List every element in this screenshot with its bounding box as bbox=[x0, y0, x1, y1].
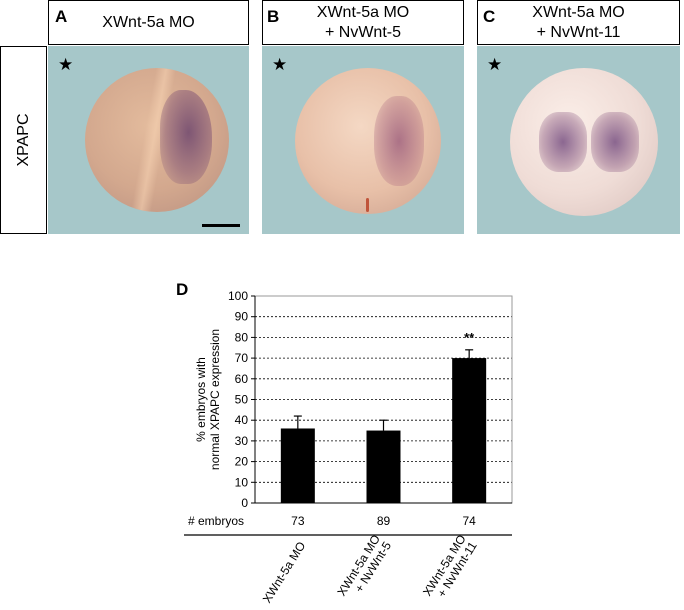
y-tick-label: 100 bbox=[228, 289, 248, 303]
embryo-c-stain-left bbox=[539, 112, 587, 172]
x-category-label-line: XWnt-5a MO bbox=[260, 539, 309, 605]
embryo-count: 74 bbox=[462, 514, 476, 528]
y-tick-labels: 0 10 20 30 40 50 60 70 80 90 100 bbox=[228, 289, 255, 510]
x-category-label: XWnt-5a MO+ NvWnt-5 bbox=[334, 532, 394, 598]
bars bbox=[280, 358, 487, 503]
y-tick-label: 10 bbox=[235, 475, 249, 489]
x-category-label: XWnt-5a MO+ NvWnt-11 bbox=[420, 532, 480, 600]
star-icon: ★ bbox=[58, 55, 74, 74]
y-tick-label: 70 bbox=[235, 351, 249, 365]
x-category-labels: XWnt-5a MO XWnt-5a MO+ NvWnt-5 XWnt-5a MO+… bbox=[260, 532, 480, 605]
panel-a-letter: A bbox=[55, 7, 68, 26]
panel-c-header: XWnt-5a MO + NvWnt-11 bbox=[477, 0, 680, 45]
panel-b-letter: B bbox=[267, 7, 280, 26]
embryo-count: 89 bbox=[377, 514, 391, 528]
panel-c-subtitle: + NvWnt-11 bbox=[536, 23, 621, 41]
panel-b-header: XWnt-5a MO + NvWnt-5 bbox=[262, 0, 464, 45]
panel-c-letter: C bbox=[483, 7, 496, 26]
y-tick-label: 0 bbox=[241, 496, 248, 510]
embryo-count: 73 bbox=[291, 514, 305, 528]
bar bbox=[280, 428, 315, 503]
embryo-count-label: # embryos bbox=[188, 514, 244, 528]
star-icon: ★ bbox=[272, 55, 288, 74]
y-tick-label: 40 bbox=[235, 413, 249, 427]
panel-b-subtitle: + NvWnt-5 bbox=[324, 23, 401, 41]
embryo-photo-c: ★ bbox=[477, 46, 680, 234]
bar bbox=[366, 430, 401, 503]
embryo-b-stain bbox=[374, 96, 424, 186]
panel-a-title: XWnt-5a MO bbox=[102, 13, 195, 31]
embryo-counts: 73 89 74 bbox=[291, 514, 476, 528]
panel-a-header: XWnt-5a MO bbox=[48, 0, 249, 45]
embryo-c-stain-right bbox=[591, 112, 639, 172]
y-tick-label: 30 bbox=[235, 434, 249, 448]
scale-bar bbox=[202, 224, 240, 227]
row-label-box: XPAPC bbox=[0, 46, 47, 234]
bar bbox=[452, 358, 487, 503]
y-tick-label: 80 bbox=[235, 330, 249, 344]
panel-d-letter: D bbox=[176, 280, 189, 299]
embryo-photo-b: ★ bbox=[262, 46, 464, 234]
y-tick-label: 90 bbox=[235, 310, 249, 324]
star-icon: ★ bbox=[487, 55, 503, 74]
embryo-a-stain bbox=[160, 90, 212, 184]
y-axis-label-line2: normal XPAPC expression bbox=[208, 329, 222, 470]
embryo-photo-a: ★ bbox=[48, 46, 249, 234]
y-tick-label: 60 bbox=[235, 372, 249, 386]
panel-c-title: XWnt-5a MO bbox=[532, 3, 625, 21]
panel-b-title: XWnt-5a MO bbox=[316, 3, 410, 21]
significance-annotation: ** bbox=[464, 330, 475, 345]
y-tick-label: 50 bbox=[235, 393, 249, 407]
y-axis-label-line1: % embryos with bbox=[194, 357, 208, 442]
y-tick-label: 20 bbox=[235, 455, 249, 469]
embryo-b-blastopore bbox=[366, 198, 369, 212]
x-category-label: XWnt-5a MO bbox=[260, 539, 309, 605]
error-bars bbox=[293, 349, 474, 431]
